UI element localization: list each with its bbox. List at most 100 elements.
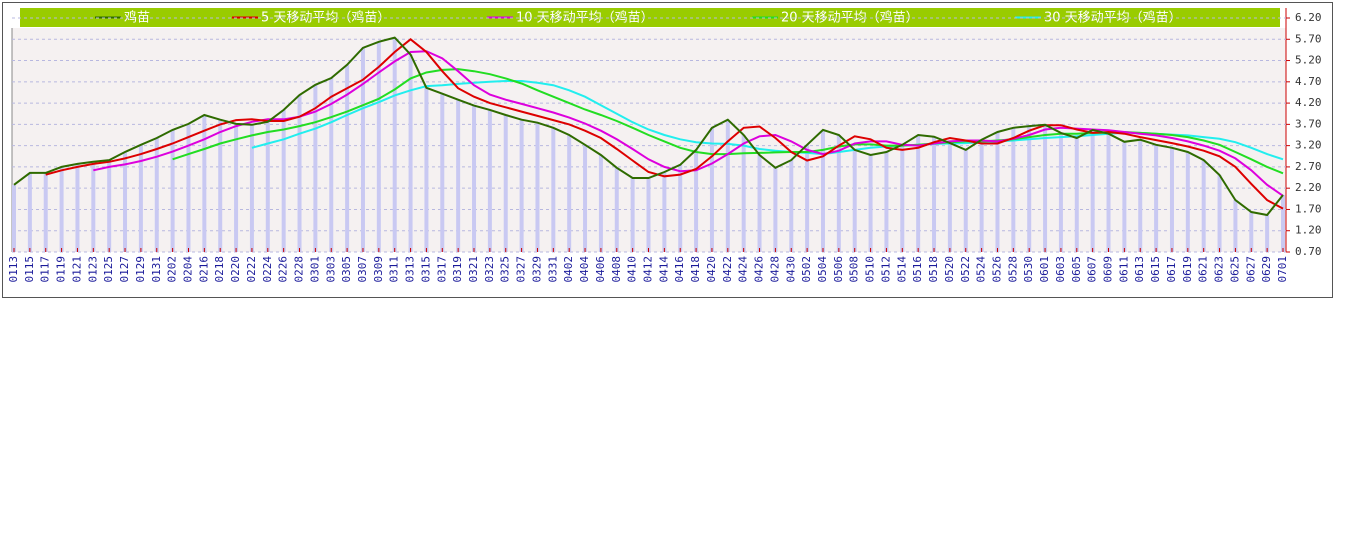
x-tick-label: 0609 <box>1102 256 1115 283</box>
x-tick-label: 0412 <box>642 256 655 283</box>
bar <box>614 167 619 252</box>
x-tick-label: 0402 <box>562 256 575 283</box>
bar <box>123 152 128 252</box>
x-tick-label: 0530 <box>1022 256 1035 283</box>
bar <box>932 136 937 252</box>
bar <box>1027 126 1032 252</box>
y-tick-label: 4.20 <box>1295 96 1322 109</box>
x-tick-label: 0528 <box>1006 256 1019 283</box>
x-tick-label: 0315 <box>419 256 432 283</box>
x-tick-label: 0307 <box>356 256 369 283</box>
bar <box>297 95 302 253</box>
x-tick-label: 0605 <box>1070 256 1083 283</box>
x-tick-label: 0512 <box>879 256 892 283</box>
bar <box>598 154 603 252</box>
bar <box>884 152 889 252</box>
bar <box>218 119 223 252</box>
bar <box>1090 129 1095 252</box>
x-tick-label: 0202 <box>166 256 179 283</box>
bar <box>979 139 984 252</box>
bar <box>75 163 80 252</box>
bar <box>630 177 635 252</box>
bar <box>678 164 683 252</box>
x-tick-label: 0510 <box>864 256 877 283</box>
x-tick-label: 0518 <box>927 256 940 283</box>
x-tick-label: 0621 <box>1197 256 1210 283</box>
x-tick-label: 0119 <box>55 256 68 283</box>
x-tick-label: 0607 <box>1086 256 1099 283</box>
bar <box>583 144 588 252</box>
x-tick-label: 0323 <box>483 256 496 283</box>
x-tick-label: 0508 <box>848 256 861 283</box>
bar <box>709 127 714 252</box>
bar <box>313 84 318 253</box>
bar <box>170 129 175 252</box>
x-tick-label: 0331 <box>546 256 559 283</box>
bar <box>376 41 381 252</box>
bar <box>741 135 746 252</box>
x-tick-label: 0701 <box>1276 256 1289 283</box>
x-tick-label: 0125 <box>102 256 115 283</box>
bar <box>487 109 492 252</box>
bar <box>1154 144 1159 252</box>
bar <box>12 184 16 252</box>
bar <box>1043 124 1048 252</box>
x-tick-label: 0430 <box>784 256 797 283</box>
bar <box>1058 132 1063 252</box>
bar <box>1011 127 1016 252</box>
bar <box>725 119 730 252</box>
y-tick-label: 5.20 <box>1295 54 1322 67</box>
bar <box>852 149 857 252</box>
bar <box>1249 212 1254 252</box>
x-tick-label: 0224 <box>261 256 274 283</box>
series-line <box>13 36 1284 217</box>
x-tick-label: 0422 <box>721 256 734 283</box>
x-tick-label: 0404 <box>578 256 591 283</box>
x-tick-label: 0301 <box>308 256 321 283</box>
bar <box>1074 137 1079 252</box>
bar <box>249 124 254 252</box>
bar <box>773 167 778 252</box>
x-tick-label: 0623 <box>1213 256 1226 283</box>
x-tick-label: 0117 <box>39 256 52 283</box>
x-tick-label: 0113 <box>7 256 20 283</box>
x-tick-label: 0526 <box>990 256 1003 283</box>
x-tick-label: 0220 <box>229 256 242 283</box>
x-tick-label: 0410 <box>626 256 639 283</box>
x-tick-label: 0420 <box>705 256 718 283</box>
x-tick-label: 0123 <box>86 256 99 283</box>
bar <box>805 144 810 252</box>
bar <box>202 115 207 253</box>
bar <box>456 99 461 252</box>
y-tick-label: 4.70 <box>1295 75 1322 88</box>
bar <box>265 121 270 252</box>
x-tick-label: 0619 <box>1181 256 1194 283</box>
x-tick-label: 0406 <box>594 256 607 283</box>
x-tick-label: 0115 <box>23 256 36 283</box>
bar <box>59 166 64 252</box>
x-tick-label: 0127 <box>118 256 131 283</box>
x-tick-label: 0617 <box>1165 256 1178 283</box>
x-tick-label: 0321 <box>467 256 480 283</box>
x-tick-label: 0514 <box>895 256 908 283</box>
bar <box>424 87 429 253</box>
bar <box>1122 141 1127 252</box>
x-tick-label: 0504 <box>816 256 829 283</box>
x-tick-label: 0601 <box>1038 256 1051 283</box>
y-tick-label: 3.20 <box>1295 139 1322 152</box>
bar <box>1281 194 1285 252</box>
bar <box>440 93 445 252</box>
bar <box>1217 174 1222 252</box>
x-tick-label: 0502 <box>800 256 813 283</box>
bar <box>408 54 413 252</box>
x-tick-label: 0408 <box>610 256 623 283</box>
bar <box>868 154 873 252</box>
x-tick-label: 0325 <box>499 256 512 283</box>
y-tick-label: 3.70 <box>1295 117 1322 130</box>
x-tick-label: 0228 <box>293 256 306 283</box>
x-tick-label: 0516 <box>911 256 924 283</box>
x-tick-label: 0629 <box>1260 256 1273 283</box>
bar <box>154 137 159 252</box>
x-tick-label: 0129 <box>134 256 147 283</box>
